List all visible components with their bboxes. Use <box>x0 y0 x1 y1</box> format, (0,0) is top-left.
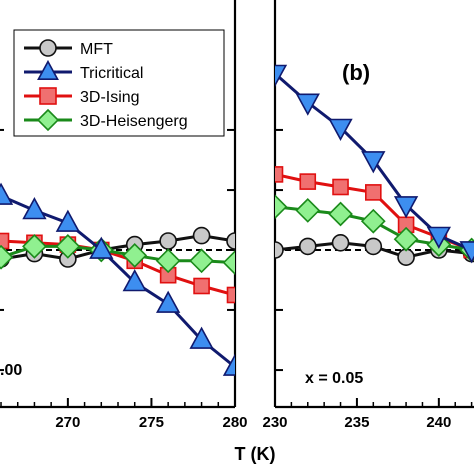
legend-marker-1 <box>37 59 59 80</box>
x-axis-title: T (K) <box>235 444 276 464</box>
data-point-b-3-5 <box>426 226 451 249</box>
legend-marker-3 <box>36 108 60 132</box>
data-point-b-0-4 <box>397 248 415 267</box>
data-point-b-3-1 <box>295 93 320 116</box>
legend-entry-tricritical: Tricritical <box>24 59 143 82</box>
data-point-b-0-0 <box>275 241 284 259</box>
x-tick-label-b-1: 235 <box>344 414 369 431</box>
data-point-b-2-4 <box>393 226 419 252</box>
data-point-b-3-6 <box>459 241 474 264</box>
data-point-b-1-0 <box>275 166 284 183</box>
data-point-b-2-1 <box>295 198 321 223</box>
legend-marker-0 <box>39 39 57 57</box>
data-point-a-3-7 <box>222 353 235 376</box>
data-point-a-1-7 <box>226 286 235 304</box>
data-point-a-3-1 <box>22 197 47 220</box>
data-point-a-3-6 <box>189 326 214 349</box>
legend-label-3: 3D-Heisengerg <box>80 113 188 130</box>
data-point-a-2-0 <box>0 244 14 270</box>
legend-entry-3d-heisengerg: 3D-Heisengerg <box>24 108 188 132</box>
legend-entry-mft: MFT <box>24 39 113 58</box>
data-point-b-1-1 <box>299 173 317 190</box>
data-point-b-0-3 <box>364 237 383 256</box>
legend-label-2: 3D-Ising <box>80 89 140 106</box>
legend-label-0: MFT <box>80 41 113 58</box>
series-a-3d-heisengerg <box>0 234 235 275</box>
legend-entry-3d-ising: 3D-Ising <box>24 87 140 106</box>
plot-area-a <box>0 182 235 376</box>
data-point-a-0-6 <box>192 226 211 245</box>
data-point-a-3-5 <box>155 290 181 313</box>
data-point-a-2-7 <box>222 250 235 275</box>
panel-a: 270 275 280 .00 <box>0 0 248 431</box>
legend-marker-2 <box>39 87 57 105</box>
data-point-a-2-6 <box>189 248 214 274</box>
x-tick-label-a-1: 275 <box>139 414 164 431</box>
data-point-a-2-5 <box>155 248 181 274</box>
x-tick-label-a-2: 280 <box>222 414 247 431</box>
data-point-a-3-3 <box>89 236 114 259</box>
legend: MFT Tricritical 3D-Ising 3D-Heisengerg <box>13 29 225 137</box>
data-point-b-0-2 <box>331 234 350 252</box>
series-a-tricritical <box>0 182 235 376</box>
data-point-a-0-5 <box>159 232 177 250</box>
panel-annotation-b: x = 0.05 <box>305 370 363 387</box>
data-point-b-2-3 <box>360 208 386 234</box>
data-point-b-3-2 <box>328 118 353 141</box>
legend-label-1: Tricritical <box>80 65 143 82</box>
data-point-b-1-3 <box>365 184 382 201</box>
data-point-b-3-3 <box>361 151 386 174</box>
series-b-tricritical <box>275 64 474 264</box>
data-point-a-2-4 <box>122 243 148 268</box>
x-tick-label-a-0: 270 <box>55 414 80 431</box>
data-point-b-3-4 <box>393 196 419 219</box>
data-point-a-3-0 <box>0 182 14 205</box>
data-point-a-3-4 <box>122 269 147 292</box>
data-point-a-2-1 <box>22 234 47 259</box>
data-point-a-3-2 <box>55 209 81 232</box>
data-point-b-0-1 <box>298 237 317 256</box>
data-point-a-2-2 <box>55 234 81 259</box>
panel-annotation-a: .00 <box>0 362 22 379</box>
panel-b: 230 235 240 (b) x = 0.05 <box>262 0 474 431</box>
plot-area-b <box>275 64 474 267</box>
data-point-a-1-6 <box>193 277 210 295</box>
data-point-a-0-7 <box>226 232 235 250</box>
data-point-b-2-2 <box>328 201 353 227</box>
data-point-b-1-2 <box>332 178 349 196</box>
data-point-b-3-0 <box>275 64 288 87</box>
x-tick-label-b-0: 230 <box>262 414 287 431</box>
x-tick-label-b-2: 240 <box>426 414 451 431</box>
panel-label-b: (b) <box>342 60 370 85</box>
data-point-b-2-0 <box>275 194 288 220</box>
